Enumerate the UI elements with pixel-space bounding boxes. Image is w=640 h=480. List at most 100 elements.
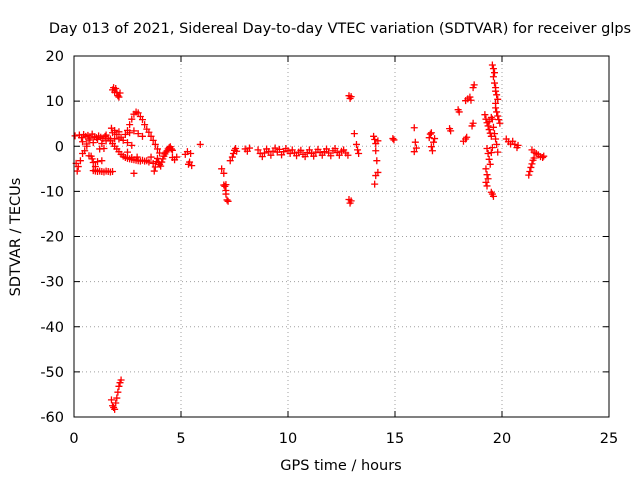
data-point xyxy=(124,139,131,147)
data-point xyxy=(467,96,475,104)
y-axis-label: SDTVAR / TECUs xyxy=(8,178,24,297)
x-tick-labels: 0 5 10 15 20 25 xyxy=(69,431,618,447)
data-point xyxy=(83,142,91,150)
data-point xyxy=(145,128,153,136)
data-point xyxy=(173,153,181,161)
data-point xyxy=(371,135,379,143)
data-point xyxy=(186,158,194,166)
data-point xyxy=(168,146,176,154)
data-point xyxy=(149,136,157,144)
data-point xyxy=(352,140,360,148)
data-point xyxy=(74,163,82,171)
data-point xyxy=(494,95,502,103)
data-point xyxy=(484,175,492,183)
data-point xyxy=(469,119,477,127)
data-point xyxy=(431,135,439,143)
data-point xyxy=(112,84,120,92)
data-point xyxy=(138,132,146,140)
y-tick-label: -30 xyxy=(40,275,64,291)
data-point xyxy=(463,133,471,141)
data-point xyxy=(491,69,499,77)
data-point xyxy=(494,148,502,156)
y-tick-label: 10 xyxy=(46,94,64,110)
data-point xyxy=(260,149,268,157)
data-point xyxy=(390,136,398,144)
data-point xyxy=(76,157,84,165)
y-tick-labels: -60 -50 -40 -30 -20 -10 0 10 20 xyxy=(40,49,64,426)
data-point xyxy=(130,169,138,177)
data-point xyxy=(494,112,502,120)
data-point xyxy=(483,182,491,190)
data-point xyxy=(347,197,355,205)
y-tick-label: -10 xyxy=(40,184,64,200)
data-point xyxy=(371,180,379,188)
data-point xyxy=(147,153,155,161)
data-point xyxy=(374,137,382,145)
data-point xyxy=(489,73,497,81)
data-point xyxy=(258,153,266,161)
data-point xyxy=(540,152,548,160)
data-point xyxy=(539,154,547,162)
data-point xyxy=(267,151,275,159)
y-tick-label: -50 xyxy=(40,365,64,381)
x-tick-label: 15 xyxy=(386,431,404,447)
data-point xyxy=(115,382,123,390)
data-point xyxy=(488,61,496,69)
data-point xyxy=(128,115,136,123)
grid-lines xyxy=(74,56,609,417)
data-point xyxy=(116,89,124,97)
x-tick-label: 5 xyxy=(176,431,185,447)
x-tick-label: 10 xyxy=(279,431,297,447)
data-point xyxy=(109,168,117,176)
data-point xyxy=(483,171,491,179)
data-point xyxy=(222,190,230,198)
y-tick-label: -60 xyxy=(40,410,64,426)
data-point xyxy=(331,145,339,153)
data-point xyxy=(114,388,122,396)
data-point xyxy=(79,138,87,146)
data-point xyxy=(293,152,301,160)
data-point xyxy=(327,152,335,160)
data-point xyxy=(335,151,343,159)
data-point xyxy=(153,145,161,153)
data-point xyxy=(107,396,115,404)
data-point xyxy=(486,160,494,168)
data-point xyxy=(372,147,380,155)
data-point xyxy=(218,165,226,173)
data-point xyxy=(350,130,358,138)
data-point xyxy=(525,171,533,179)
data-point xyxy=(245,144,253,152)
data-points xyxy=(71,61,548,413)
x-tick-label: 0 xyxy=(69,431,78,447)
data-point xyxy=(73,167,81,175)
data-point xyxy=(86,134,94,142)
data-point xyxy=(347,93,355,101)
data-point xyxy=(484,149,492,157)
data-point xyxy=(89,158,97,166)
data-point xyxy=(489,65,497,73)
data-point xyxy=(121,131,129,139)
data-point xyxy=(223,196,231,204)
data-point xyxy=(128,141,136,149)
data-point xyxy=(111,405,119,413)
data-point xyxy=(411,138,419,146)
y-tick-label: 20 xyxy=(46,49,64,65)
data-point xyxy=(224,197,232,205)
x-tick-label: 25 xyxy=(600,431,618,447)
data-point xyxy=(410,148,418,156)
data-point xyxy=(220,169,228,177)
data-point xyxy=(484,122,492,130)
data-point xyxy=(310,152,318,160)
data-point xyxy=(115,93,123,101)
y-tick-label: 0 xyxy=(55,139,64,155)
data-point xyxy=(138,116,146,124)
data-point xyxy=(150,167,158,175)
data-point xyxy=(488,115,496,123)
data-point xyxy=(94,135,102,143)
data-point xyxy=(370,132,378,140)
data-point xyxy=(526,168,534,176)
data-point xyxy=(88,155,96,163)
data-point xyxy=(167,145,175,153)
data-point xyxy=(130,127,138,135)
